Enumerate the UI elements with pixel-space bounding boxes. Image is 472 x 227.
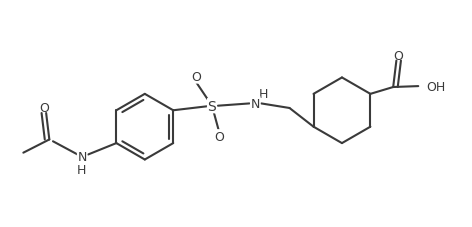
Text: O: O	[39, 101, 49, 115]
Text: O: O	[214, 130, 224, 143]
Text: O: O	[394, 49, 404, 62]
Text: O: O	[191, 71, 201, 84]
Text: S: S	[208, 99, 216, 113]
Text: H: H	[76, 163, 86, 176]
Text: H: H	[258, 87, 268, 101]
Text: N: N	[251, 97, 260, 111]
Text: OH: OH	[427, 80, 446, 93]
Text: N: N	[77, 151, 87, 164]
